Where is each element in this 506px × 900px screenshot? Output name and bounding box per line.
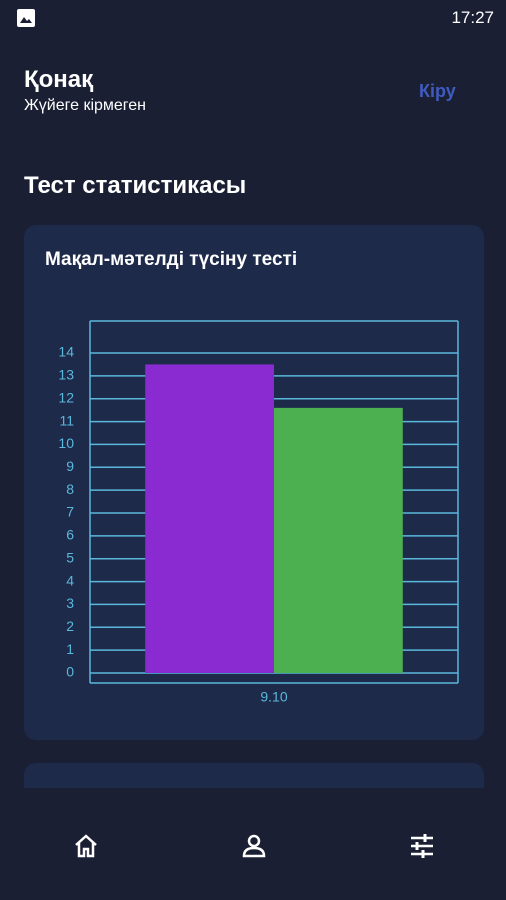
y-tick-label: 0 <box>66 664 74 680</box>
home-icon[interactable] <box>72 832 100 860</box>
header-title: Қонақ <box>24 66 94 93</box>
y-tick-label: 6 <box>66 527 74 543</box>
section-title: Тест статистикасы <box>24 172 247 199</box>
profile-icon[interactable] <box>240 832 268 860</box>
chart-title: Мақал-мәтелді түсіну тесті <box>45 249 298 270</box>
chart-card: Мақал-мәтелді түсіну тесті 0 1 2 3 4 5 6 7 8 9 10 1… <box>24 225 484 740</box>
y-tick-label: 14 <box>58 344 74 360</box>
y-tick-label: 9 <box>66 458 74 474</box>
status-icon <box>17 9 35 27</box>
y-tick-label: 8 <box>66 481 74 497</box>
y-tick-label: 5 <box>66 549 74 565</box>
y-tick-label: 11 <box>59 412 74 428</box>
y-tick-label: 4 <box>66 572 74 588</box>
bottom-nav <box>0 788 506 900</box>
y-tick-label: 13 <box>58 367 74 383</box>
y-tick-label: 7 <box>66 504 74 520</box>
y-tick-label: 12 <box>58 389 74 405</box>
settings-icon[interactable] <box>408 832 436 860</box>
header-subtitle: Жүйеге кірмеген <box>24 97 147 114</box>
y-tick-label: 2 <box>66 618 74 634</box>
x-tick-label: 9.10 <box>260 689 287 705</box>
bar <box>145 364 274 673</box>
y-tick-label: 10 <box>58 435 74 451</box>
login-button[interactable]: Кіру <box>419 81 456 101</box>
y-tick-label: 3 <box>66 595 74 611</box>
y-tick-label: 1 <box>66 641 74 657</box>
status-time: 17:27 <box>451 8 494 27</box>
bar <box>274 407 403 673</box>
